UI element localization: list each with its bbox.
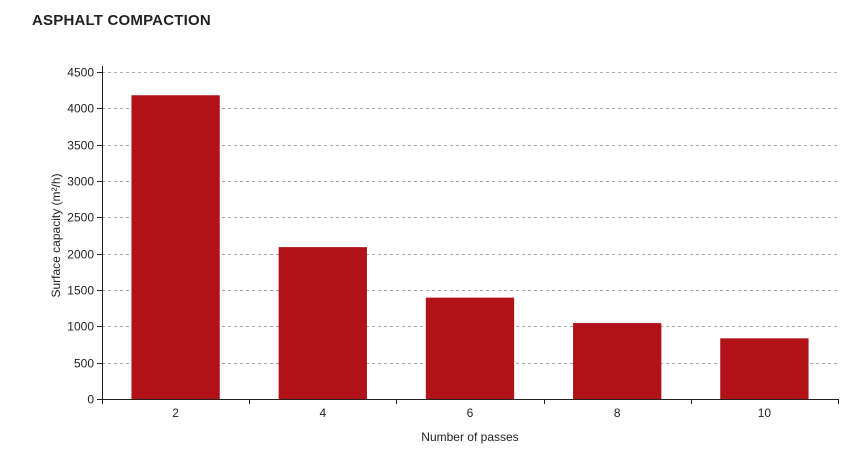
y-tick-label: 1000 [67,320,94,334]
y-tick-label: 2000 [67,248,94,262]
bar-2 [131,95,220,400]
y-tick-label: 3000 [67,175,94,189]
bar-4 [278,247,367,399]
x-axis-title: Number of passes [421,430,518,444]
bars [131,95,809,400]
y-tick-label: 4500 [67,66,94,80]
x-tick-label: 8 [614,406,621,420]
y-tick-label: 1500 [67,284,94,298]
y-axis-title: Surface capacity (m²/h) [49,173,63,297]
x-tick-label: 6 [467,406,474,420]
bar-10 [720,338,809,399]
y-tick-label: 3500 [67,139,94,153]
x-tick-label: 10 [758,406,772,420]
y-tick-label: 500 [74,357,94,371]
y-tick-label: 0 [87,393,94,407]
axes: 0 500 1000 1500 2000 2500 3000 3500 4000 4500 2 4 6 8… [67,66,839,420]
y-tick-label: 4000 [67,102,94,116]
y-tick-label: 2500 [67,211,94,225]
x-tick-label: 2 [172,406,179,420]
chart-title: ASPHALT COMPACTION [32,12,211,29]
bar-8 [573,323,662,399]
x-tick-label: 4 [319,406,326,420]
bar-6 [425,297,515,399]
